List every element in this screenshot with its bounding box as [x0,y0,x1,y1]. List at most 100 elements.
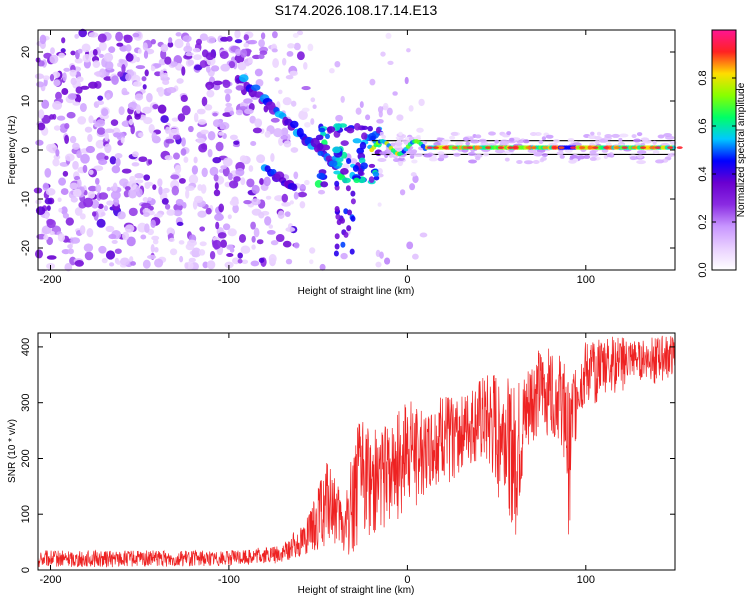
heatmap-cell [594,140,600,145]
heatmap-cell [57,197,62,203]
heatmap-cell [87,191,96,199]
heatmap-cell [193,54,202,61]
heatmap-cell [140,234,147,240]
heatmap-cell [240,48,248,58]
heatmap-cell [57,233,66,242]
heatmap-cell [377,158,387,162]
heatmap-cell [157,86,165,97]
heatmap-cell [197,184,203,191]
heatmap-cell [293,242,300,249]
heatmap-cell [389,153,394,158]
heatmap-cell [243,199,252,205]
heatmap-cell [335,157,344,163]
heatmap-cell [92,48,98,56]
heatmap-cell [540,156,547,161]
heatmap-cell [281,201,291,207]
heatmap-cell [375,261,382,268]
heatmap-cell [60,48,66,53]
heatmap-cell [80,85,90,90]
snr-xtick-label: 0 [404,574,410,586]
heatmap-cell [478,138,487,143]
heatmap-cell [258,54,265,60]
heatmap-cell [301,86,311,91]
heatmap-cell [369,78,376,86]
heatmap-cell [195,38,203,46]
heatmap-cell [346,225,352,232]
heatmap-cell [596,131,602,136]
heatmap-cell [552,146,559,150]
heatmap-cell [225,102,233,108]
heatmap-cell [250,84,261,91]
heatmap-cell [39,34,47,45]
heatmap-cell [426,146,433,150]
heatmap-cell [48,144,58,154]
heatmap-cell [196,137,206,144]
heatmap-cell [235,48,242,57]
heatmap-cell [148,159,153,165]
heatmap-cell [590,131,595,136]
heatmap-cell [200,129,209,135]
heatmap-cell [97,33,107,43]
heatmap-cell [98,53,105,58]
heatmap-cell [146,254,157,260]
heatmap-cell [304,121,311,128]
heatmap-cell [77,116,87,125]
heatmap-cell [70,196,78,203]
heatmap-cell [509,137,515,142]
heatmap-cell [271,48,278,53]
heatmap-cell [161,198,169,205]
heatmap-cell [349,158,358,164]
heatmap-cell [201,96,208,107]
heatmap-cell [263,176,271,187]
heatmap-cell [229,180,239,189]
heatmap-cell [571,142,582,147]
heatmap-cell [285,75,294,80]
heatmap-cell [98,41,107,51]
heatmap-cell [333,170,341,175]
heatmap-cell [419,232,428,238]
heatmap-cell [334,206,340,212]
heatmap-cell [409,183,416,191]
heatmap-cell [188,125,194,133]
heatmap-cell [640,146,647,150]
heatmap-cell [576,155,586,160]
heatmap-cell [198,143,208,153]
heatmap-cell [179,255,184,263]
heatmap-cell [663,133,672,137]
heatmap-cell [303,62,308,70]
heatmap-cell [340,95,345,103]
heatmap-cell [85,145,96,154]
heatmap-cell [621,146,628,150]
heatmap-cell [219,51,229,59]
heatmap-cell [583,154,591,159]
heatmap-cell [222,157,233,167]
heatmap-cell [334,243,340,250]
heatmap-cell [361,132,368,140]
heatmap-cell [227,172,234,181]
heatmap-cell [67,244,73,249]
heatmap-cell [359,101,364,109]
heatmap-cell [525,146,532,150]
heatmap-cell [310,118,315,125]
heatmap-cell [270,240,279,246]
heatmap-cell [197,210,207,218]
heatmap-cell [334,233,340,240]
heatmap-cell [122,231,130,241]
heatmap-cell [250,221,256,230]
heatmap-cell [144,69,149,77]
heatmap-cell [177,113,186,122]
heatmap-cell [182,35,192,43]
heatmap-cell [97,203,104,209]
heatmap-cell [199,60,208,68]
heatmap-cell [132,32,140,38]
heatmap-cell [450,131,459,136]
heatmap-cell [467,152,477,156]
heatmap-cell [184,262,189,269]
spectrogram-ytick-label: 10 [20,95,32,107]
heatmap-cell [275,233,285,243]
heatmap-cell [124,224,135,233]
heatmap-cell [212,80,223,86]
heatmap-cell [115,157,121,167]
heatmap-cell [320,181,329,188]
heatmap-cell [569,154,579,159]
